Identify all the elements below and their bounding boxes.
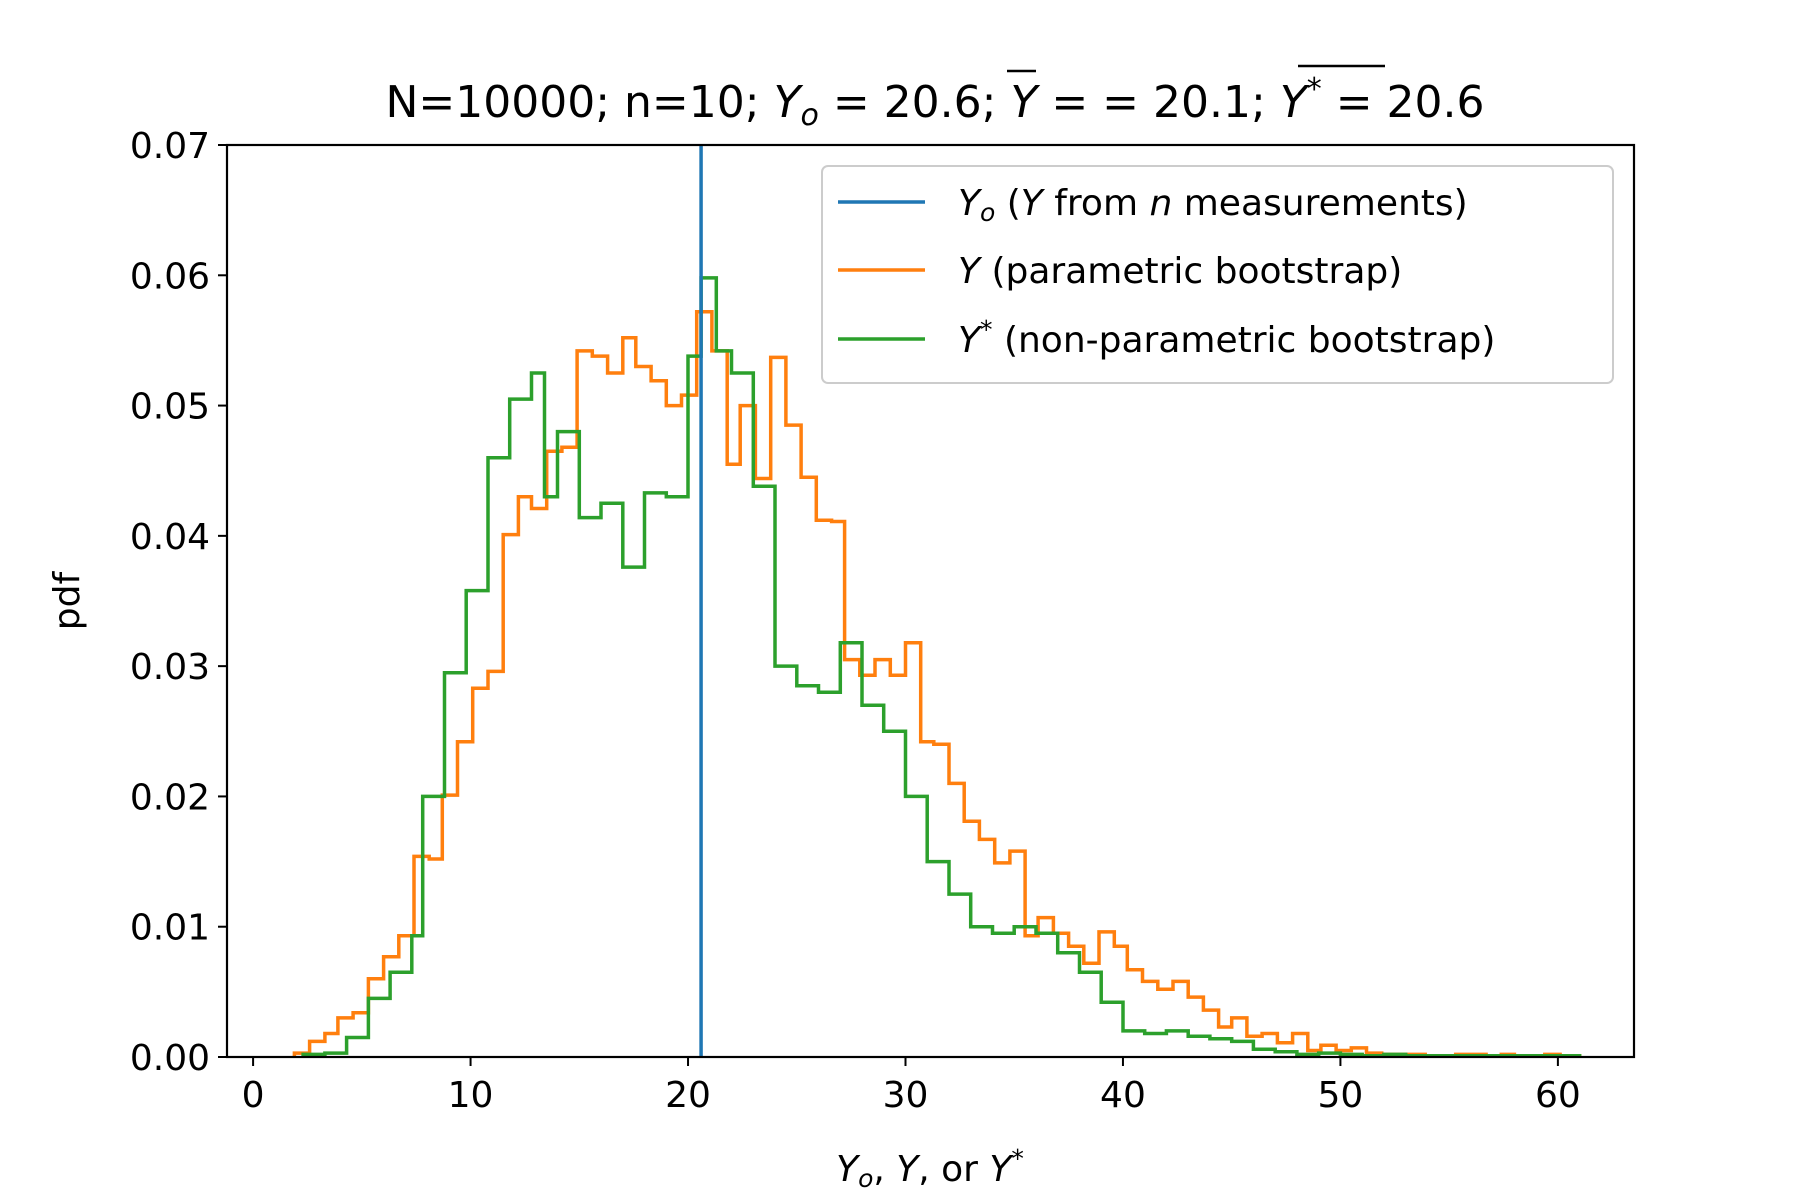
y-tick-label: 0.06 [130,256,210,297]
series-group [292,276,1582,1057]
y-tick-label: 0.03 [130,647,210,688]
y-tick-label: 0.04 [130,517,210,558]
y-tick-label: 0.05 [130,387,210,428]
title-ybar-symbol: Y [1010,77,1040,128]
series-nonparametric-step-line [301,276,1582,1057]
x-tick-label: 60 [1535,1075,1581,1116]
x-tick-label: 30 [883,1075,929,1116]
x-tick-label: 40 [1100,1075,1146,1116]
x-tick-label: 0 [242,1075,265,1116]
legend-label-parametric: Y (parametric bootstrap) [958,251,1402,292]
chart-title: N=10000; n=10; Yo = 20.6; Y = = 20.1; Y*… [385,72,1484,133]
series-parametric-step-line [292,310,1582,1057]
legend: Yo (Y from n measurements) Y (parametric… [821,165,1614,384]
y-tick-label: 0.01 [130,908,210,949]
legend-box [821,165,1614,384]
plot-frame [225,143,1636,1059]
x-tick-label: 20 [665,1075,711,1116]
title-ystar-symbol: Y [1280,77,1310,128]
x-tick-label: 50 [1318,1075,1364,1116]
legend-label-nonparametric: Y* (non-parametric bootstrap) [958,315,1495,361]
y-axis: 0.00 0.01 0.02 0.03 0.04 0.05 0.06 0.07 [130,126,227,1079]
x-axis: 0 10 20 30 40 50 60 [242,1057,1581,1116]
y-tick-label: 0.07 [130,126,210,167]
y-tick-label: 0.02 [130,777,210,818]
y-axis-label: pdf [47,570,88,630]
y-tick-label: 0.00 [130,1038,210,1079]
legend-label-yo: Yo (Y from n measurements) [958,183,1468,227]
x-tick-label: 10 [448,1075,494,1116]
x-axis-label: Yo, Y, or Y* [836,1144,1024,1193]
